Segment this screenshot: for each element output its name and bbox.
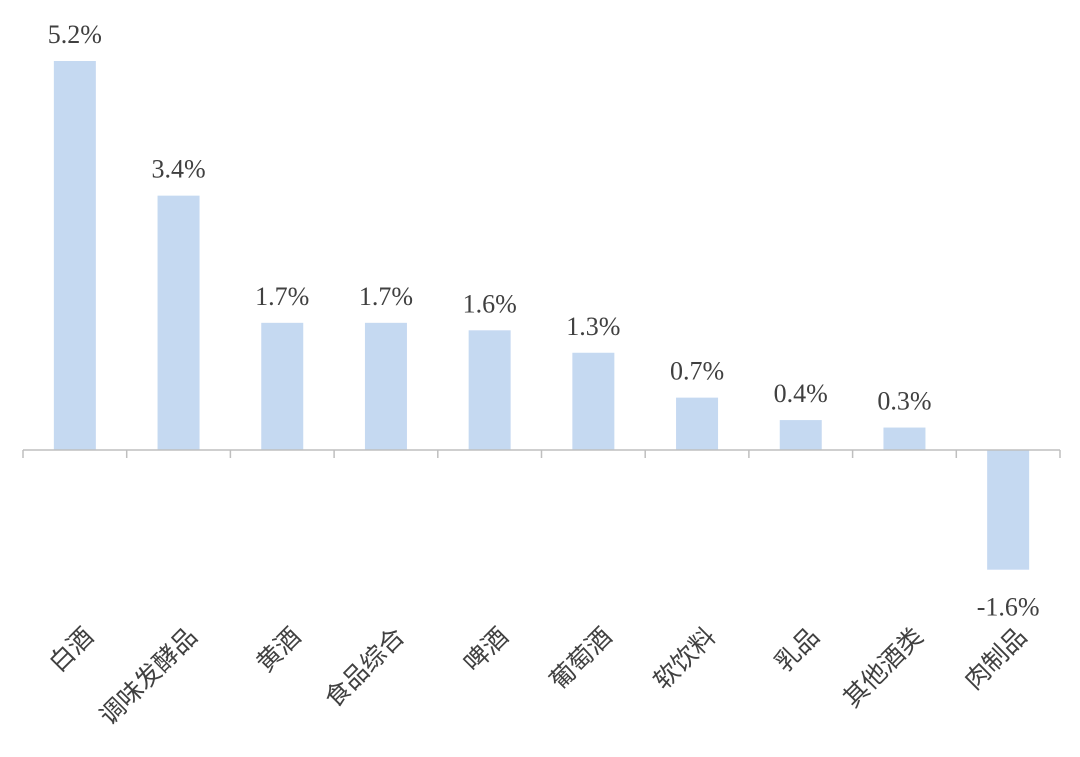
bar-4 [468, 330, 511, 450]
bar-8 [883, 427, 926, 450]
category-label-9: 肉制品 [959, 622, 1033, 696]
bar-0 [53, 61, 96, 450]
category-label-6: 软饮料 [648, 622, 722, 696]
bar-5 [572, 352, 615, 450]
data-labels-group: 5.2% 3.4% 1.7% 1.7% 1.6% 1.3% 0.7% 0.4% 0.3% -1.6… [48, 20, 1040, 622]
bar-2 [261, 322, 304, 450]
category-label-5: 葡萄酒 [544, 622, 618, 696]
bars-group [53, 61, 1030, 570]
bar-1 [157, 195, 200, 450]
bar-9 [987, 450, 1030, 570]
data-label-9: -1.6% [977, 593, 1040, 622]
data-label-5: 1.3% [566, 312, 620, 341]
data-label-7: 0.4% [774, 379, 828, 408]
category-label-0: 白酒 [43, 622, 99, 678]
bar-3 [364, 322, 407, 450]
data-label-0: 5.2% [48, 20, 102, 49]
category-label-1: 调味发酵品 [94, 622, 203, 731]
category-label-7: 乳品 [769, 622, 825, 678]
category-label-2: 黄酒 [251, 622, 307, 678]
x-axis-ticks [22, 450, 1061, 458]
bar-6 [676, 397, 719, 450]
data-label-6: 0.7% [670, 357, 724, 386]
data-label-8: 0.3% [877, 387, 931, 416]
category-label-3: 食品综合 [319, 622, 410, 713]
bar-7 [779, 420, 822, 450]
data-label-1: 3.4% [151, 155, 205, 184]
category-label-4: 啤酒 [458, 622, 514, 678]
data-label-3: 1.7% [359, 282, 413, 311]
category-label-8: 其他酒类 [837, 622, 928, 713]
data-label-2: 1.7% [255, 282, 309, 311]
data-label-4: 1.6% [463, 289, 517, 318]
